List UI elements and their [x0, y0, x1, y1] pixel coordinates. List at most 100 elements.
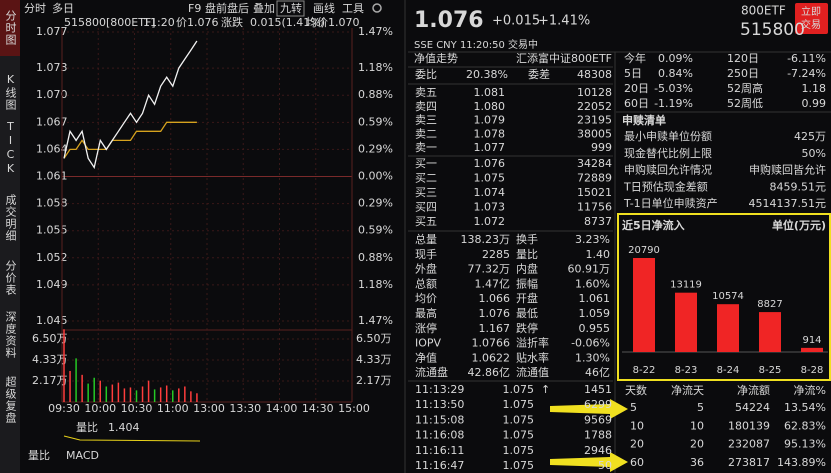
pct-tick-label: 0.29%: [358, 197, 393, 210]
inflow-date: 8-22: [633, 365, 656, 376]
label: 净流%: [794, 383, 826, 397]
price-tick-label: 1.049: [36, 278, 68, 291]
toolbar-tab[interactable]: F9: [188, 2, 201, 15]
label: 买一: [415, 157, 437, 170]
arrow: [550, 452, 628, 472]
label: 425万: [794, 130, 826, 143]
label: -7.24%: [787, 67, 826, 80]
side-tab[interactable]: K线图: [4, 73, 17, 111]
settings-icon[interactable]: [372, 3, 382, 13]
label: 流通盘: [415, 365, 448, 379]
price-tick-label: 1.055: [36, 224, 68, 237]
side-tab[interactable]: 超级复盘: [4, 375, 17, 424]
label: 5: [630, 401, 637, 414]
volume-tick-label: 4.33万: [356, 353, 392, 366]
label: 11:16:47: [415, 459, 464, 472]
label: 天数: [625, 384, 647, 397]
side-tab[interactable]: 深度资料: [4, 311, 17, 359]
label: 8737: [584, 215, 612, 228]
toolbar-tab[interactable]: 分时: [24, 2, 46, 15]
volume-tick-label: 4.33万: [32, 353, 68, 366]
label: 1.0622: [472, 351, 511, 364]
inflow-value: 13119: [670, 280, 702, 291]
label: 15021: [577, 186, 612, 199]
label: 买三: [415, 186, 437, 199]
label: 60.91万: [568, 263, 611, 276]
label: 申购赎回皆允许: [749, 163, 826, 177]
label: 5日: [624, 67, 642, 80]
label: 1.075: [503, 398, 535, 411]
label: +1.41%: [538, 14, 590, 29]
toolbar-tab[interactable]: 画线: [313, 1, 335, 15]
label: 11:16:08: [415, 429, 464, 442]
label: 0.99: [802, 97, 827, 110]
label: 1.074: [474, 186, 506, 199]
toolbar-tab[interactable]: 九转: [280, 1, 302, 15]
volume-tick-label: 6.50万: [356, 332, 392, 345]
label: 1.075: [503, 383, 535, 396]
side-tab[interactable]: 分价表: [4, 260, 17, 296]
price-tick-label: 1.052: [36, 251, 68, 264]
side-tab[interactable]: 成交明细: [4, 194, 17, 242]
label: 11:20: [143, 16, 175, 29]
label: 72889: [577, 172, 612, 185]
label: 232087: [728, 438, 770, 451]
label: +0.015: [492, 14, 540, 29]
label: 流通值: [516, 365, 549, 379]
pct-tick-label: 1.18%: [358, 61, 393, 74]
label: 34284: [577, 157, 612, 170]
label: 52周低: [727, 97, 763, 110]
label: 外盘: [415, 262, 437, 276]
label: 跌停: [516, 321, 538, 335]
label: 1.18: [802, 82, 827, 95]
label: 委比: [415, 68, 437, 81]
label: 1.070: [328, 16, 360, 29]
label: 143.89%: [777, 456, 826, 469]
label[interactable]: 立即: [801, 5, 821, 18]
label: 卖三: [415, 114, 437, 127]
bottom-tab[interactable]: MACD: [66, 449, 99, 462]
label: 1.075: [503, 429, 535, 442]
label: 1.079: [474, 114, 506, 127]
side-strip: [0, 0, 20, 473]
label: 买二: [415, 172, 437, 185]
label: 515800[800ETF]: [64, 16, 156, 29]
label: 1.0766: [472, 337, 511, 350]
toolbar-tab[interactable]: 工具: [342, 2, 364, 15]
toolbar-tab[interactable]: 盘前盘后: [205, 1, 249, 15]
label: 买五: [415, 215, 437, 228]
label: 1.47亿: [475, 277, 511, 290]
label: 净值: [415, 350, 437, 364]
label: 11:13:29: [415, 383, 464, 396]
time-tick-label: 09:30: [48, 402, 80, 415]
label: 汇添富中证800ETF: [516, 51, 612, 65]
volume-tick-label: 2.17万: [32, 374, 68, 387]
label: 最低: [516, 307, 538, 320]
toolbar-tab[interactable]: 叠加: [253, 2, 275, 15]
label: 60日: [624, 97, 649, 110]
label: 6299: [584, 398, 612, 411]
label: 50%: [802, 147, 826, 160]
label: 1.075: [503, 444, 535, 457]
label: 11:15:08: [415, 413, 464, 426]
active-tool: [276, 0, 305, 17]
price-tick-label: 1.077: [36, 25, 68, 38]
inflow-bar: [717, 304, 739, 352]
trade-button[interactable]: [795, 3, 828, 34]
label: 11756: [577, 201, 612, 214]
label: 48308: [577, 68, 612, 81]
side-tab[interactable]: TICK: [4, 120, 17, 176]
label: 0.015(1.41%): [250, 16, 325, 29]
toolbar-tab[interactable]: 多日: [52, 1, 74, 15]
label: 贴水率: [516, 350, 549, 364]
label: 价: [176, 16, 187, 29]
label: 1.081: [474, 86, 506, 99]
label: 最小申赎单位份额: [624, 129, 712, 143]
side-tab[interactable]: 分时图: [4, 10, 17, 46]
label: 1.078: [474, 127, 506, 140]
label[interactable]: 交易: [801, 18, 821, 31]
bottom-tab[interactable]: 量比: [28, 449, 50, 462]
label: 8459.51元: [770, 180, 827, 193]
label: 1.073: [474, 201, 506, 214]
